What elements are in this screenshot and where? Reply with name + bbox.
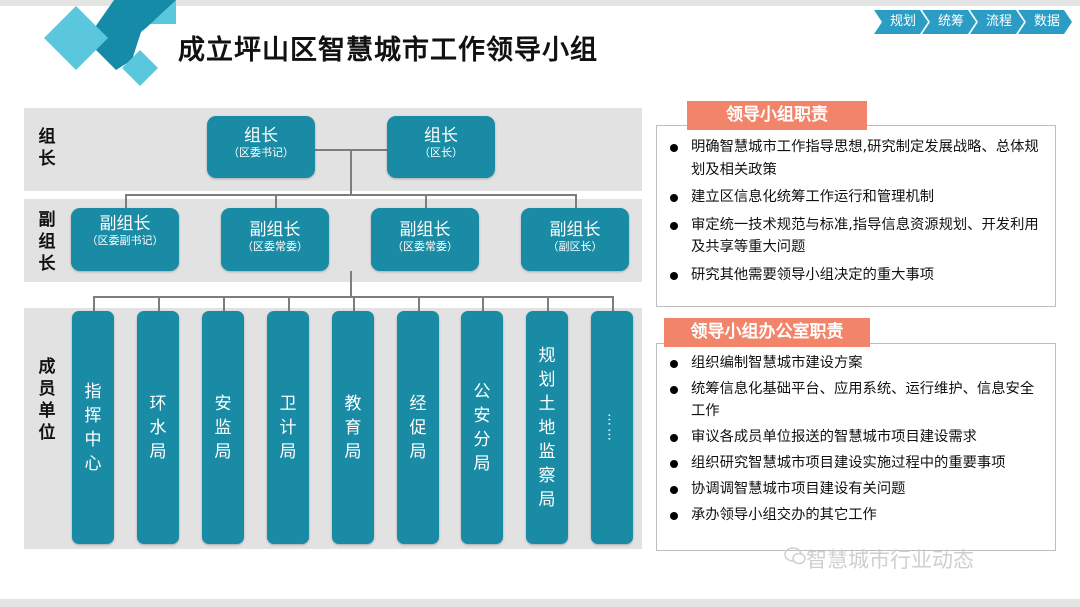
- member-unit: 公安分局: [461, 311, 503, 544]
- connector-member-7: [482, 296, 484, 311]
- member-label: 规划土地监察局: [538, 345, 556, 510]
- connector-deputy-bar: [125, 194, 576, 196]
- member-unit: 卫计局: [267, 311, 309, 544]
- office-title: 领导小组办公室职责: [664, 318, 870, 347]
- logo-square-dark: [86, 0, 176, 70]
- connector-member-8: [547, 296, 549, 311]
- deputy-box: 副组长 （区委副书记）: [71, 208, 179, 271]
- list-item: 承办领导小组交办的其它工作: [657, 504, 1055, 526]
- responsibilities-list: 明确智慧城市工作指导思想,研究制定发展战略、总体规划及相关政策 建立区信息化统筹…: [657, 136, 1055, 286]
- connector-deputy-4: [575, 194, 577, 208]
- member-unit: 安监局: [202, 311, 244, 544]
- leader-title: 组长: [424, 126, 458, 146]
- member-unit: 经促局: [397, 311, 439, 544]
- member-label: 指挥中心: [84, 381, 102, 474]
- nav-item-coordination[interactable]: 统筹: [922, 10, 976, 34]
- member-label: 安监局: [214, 393, 232, 462]
- connector-member-4: [288, 296, 290, 311]
- deputy-note: （区委常委）: [392, 240, 458, 253]
- deputy-box: 副组长 （副区长）: [521, 208, 629, 271]
- member-label: 卫计局: [279, 393, 297, 462]
- connector-deputy-2: [275, 194, 277, 208]
- leader-note: （区长）: [419, 146, 463, 159]
- member-unit: 规划土地监察局: [526, 311, 568, 544]
- connector-member-6: [418, 296, 420, 311]
- band-label-members: 成员单位: [38, 357, 56, 443]
- list-item: 建立区信息化统筹工作运行和管理机制: [657, 186, 1055, 209]
- connector-member-5: [353, 296, 355, 311]
- deputy-note: （区委常委）: [242, 240, 308, 253]
- deputy-note: （副区长）: [547, 240, 603, 253]
- bottom-bar: [0, 599, 1080, 607]
- logo-square-light: [44, 6, 108, 70]
- deputy-title: 副组长: [399, 220, 451, 240]
- responsibilities-panel: 明确智慧城市工作指导思想,研究制定发展战略、总体规划及相关政策 建立区信息化统筹…: [656, 125, 1056, 307]
- nav-item-planning[interactable]: 规划: [874, 10, 928, 34]
- leader-note: （区委书记）: [228, 146, 294, 159]
- list-item: 统筹信息化基础平台、应用系统、运行维护、信息安全工作: [657, 378, 1055, 422]
- connector-member-1: [93, 296, 95, 311]
- member-unit: 教育局: [332, 311, 374, 544]
- member-label: 经促局: [409, 393, 427, 462]
- nav-item-process[interactable]: 流程: [970, 10, 1024, 34]
- connector-member-3: [223, 296, 225, 311]
- connector-deputy-3: [425, 194, 427, 208]
- office-panel: 组织编制智慧城市建设方案 统筹信息化基础平台、应用系统、运行维护、信息安全工作 …: [656, 343, 1056, 551]
- deputy-title: 副组长: [249, 220, 301, 240]
- leader-box: 组长 （区长）: [387, 116, 495, 178]
- leader-title: 组长: [244, 126, 278, 146]
- list-item: 明确智慧城市工作指导思想,研究制定发展战略、总体规划及相关政策: [657, 136, 1055, 181]
- member-unit: 环水局: [137, 311, 179, 544]
- list-item: 协调调智慧城市项目建设有关问题: [657, 478, 1055, 500]
- corner-logo: [44, 0, 176, 86]
- connector-deputy-1: [125, 194, 127, 208]
- member-unit: 指挥中心: [72, 311, 114, 544]
- member-label: 公安分局: [473, 381, 491, 474]
- leader-box: 组长 （区委书记）: [207, 116, 315, 178]
- deputy-title: 副组长: [99, 214, 151, 234]
- top-bar: [0, 0, 1080, 6]
- logo-square-small: [122, 50, 158, 86]
- nav-item-data[interactable]: 数据: [1018, 10, 1072, 34]
- member-label: 环水局: [149, 393, 167, 462]
- band-label-leaders: 组长: [38, 127, 56, 169]
- connector-member-2: [158, 296, 160, 311]
- list-item: 研究其他需要领导小组决定的重大事项: [657, 264, 1055, 287]
- list-item: 组织研究智慧城市项目建设实施过程中的重要事项: [657, 452, 1055, 474]
- band-label-deputies: 副组长: [38, 210, 56, 274]
- office-list: 组织编制智慧城市建设方案 统筹信息化基础平台、应用系统、运行维护、信息安全工作 …: [657, 352, 1055, 526]
- wechat-icon: [784, 547, 806, 565]
- connector-members-down: [350, 271, 352, 297]
- connector-member-9: [612, 296, 614, 311]
- deputy-title: 副组长: [549, 220, 601, 240]
- list-item: 审议各成员单位报送的智慧城市项目建设需求: [657, 426, 1055, 448]
- list-item: 审定统一技术规范与标准,指导信息资源规划、开发利用及共享等重大问题: [657, 214, 1055, 259]
- deputy-box: 副组长 （区委常委）: [221, 208, 329, 271]
- member-label: 教育局: [344, 393, 362, 462]
- responsibilities-title: 领导小组职责: [687, 101, 867, 130]
- member-unit-more: ……: [591, 311, 633, 544]
- deputy-note: （区委副书记）: [86, 234, 164, 247]
- watermark: 智慧城市行业动态: [806, 548, 974, 572]
- deputy-box: 副组长 （区委常委）: [371, 208, 479, 271]
- list-item: 组织编制智慧城市建设方案: [657, 352, 1055, 374]
- ellipsis: ……: [604, 412, 620, 443]
- page-title: 成立坪山区智慧城市工作领导小组: [178, 35, 598, 66]
- connector-leaders-down: [350, 150, 352, 195]
